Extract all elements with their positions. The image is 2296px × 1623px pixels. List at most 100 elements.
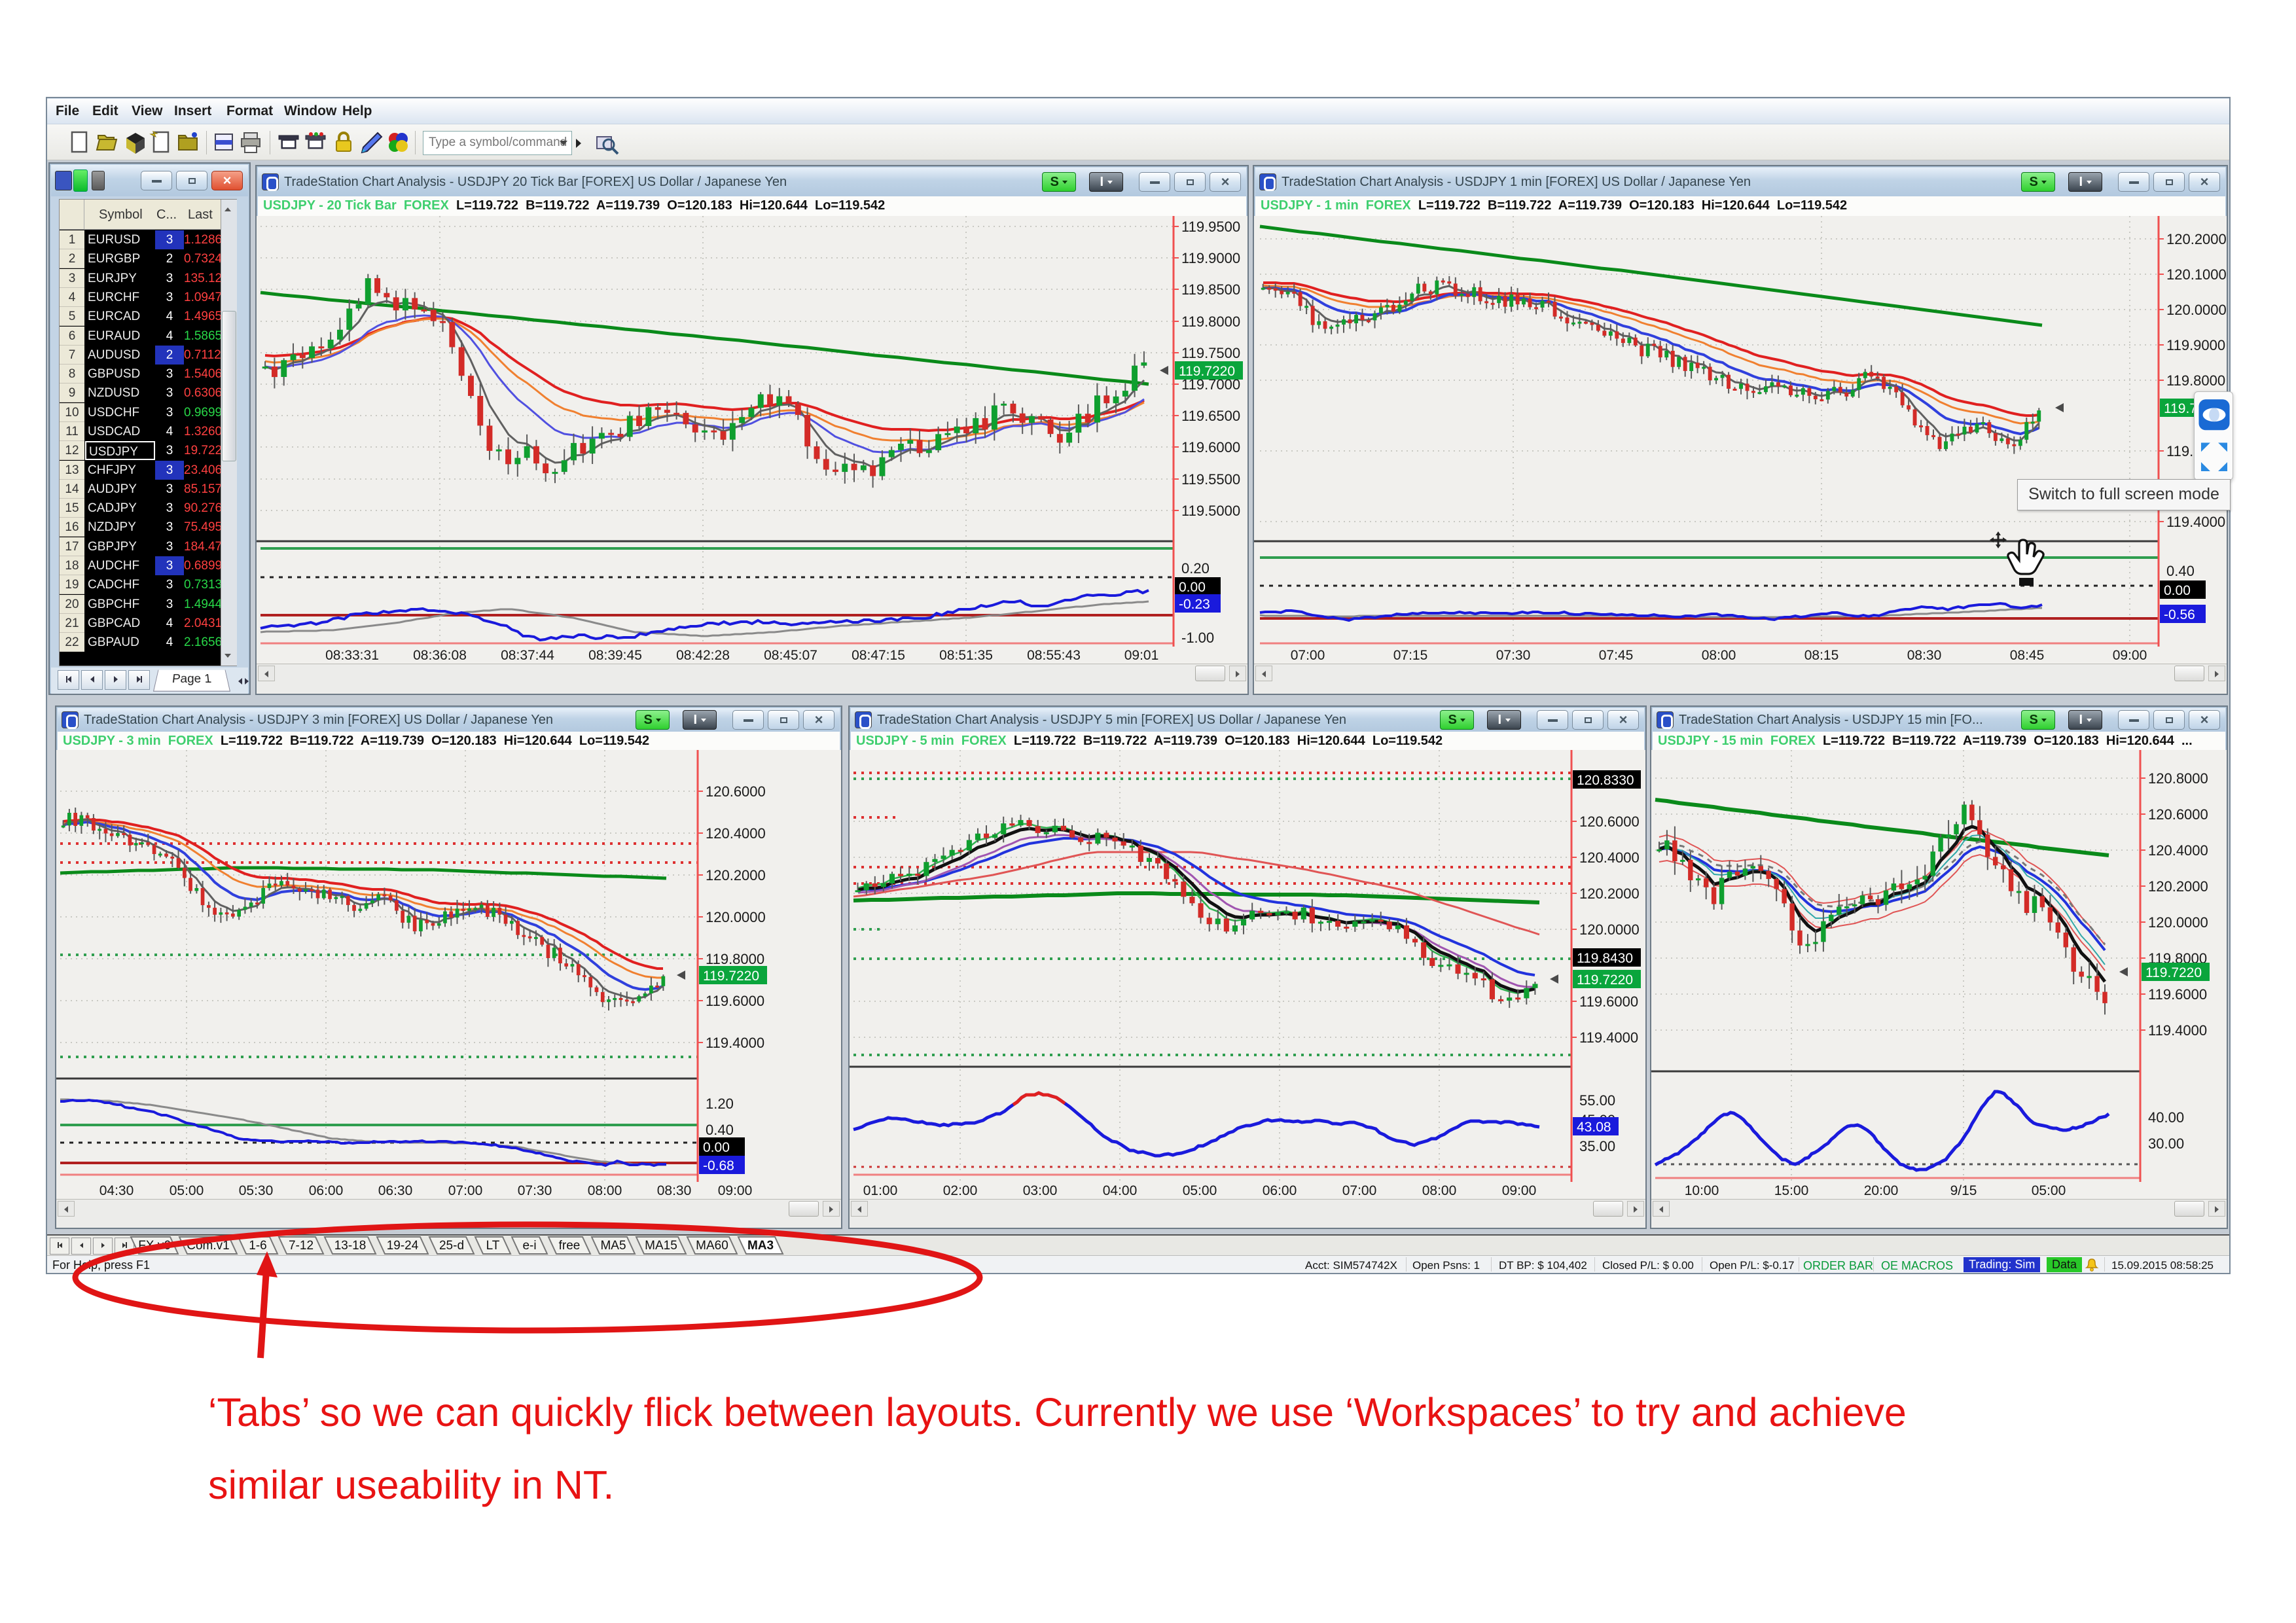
svg-text:free: free — [559, 1239, 581, 1253]
svg-text:07:30: 07:30 — [1496, 648, 1531, 663]
svg-text:119.6000: 119.6000 — [1181, 439, 1240, 455]
svg-text:0.00: 0.00 — [2164, 583, 2191, 598]
svg-text:09:00: 09:00 — [2113, 648, 2147, 663]
svg-text:05:00: 05:00 — [170, 1183, 204, 1198]
svg-text:MA60: MA60 — [696, 1239, 728, 1253]
svg-text:20:00: 20:00 — [1864, 1183, 1899, 1198]
svg-text:120.8000: 120.8000 — [2148, 770, 2208, 787]
svg-text:09:00: 09:00 — [718, 1183, 753, 1198]
svg-text:-0.56: -0.56 — [2164, 607, 2195, 622]
svg-text:19-24: 19-24 — [387, 1239, 419, 1253]
svg-text:-0.68: -0.68 — [703, 1158, 734, 1173]
svg-text:08:33:31: 08:33:31 — [325, 648, 379, 663]
svg-text:08:39:45: 08:39:45 — [588, 648, 642, 663]
svg-text:120.4000: 120.4000 — [2148, 842, 2208, 859]
svg-text:119.8430: 119.8430 — [1577, 951, 1633, 966]
svg-text:120.2000: 120.2000 — [706, 867, 766, 883]
svg-text:119.8500: 119.8500 — [1181, 281, 1240, 298]
svg-text:0.40: 0.40 — [2166, 563, 2195, 579]
svg-text:120.6000: 120.6000 — [1579, 813, 1640, 830]
svg-text:0.00: 0.00 — [1179, 580, 1206, 595]
svg-text:0.00: 0.00 — [703, 1140, 730, 1155]
svg-text:-0.23: -0.23 — [1179, 597, 1210, 612]
svg-text:06:30: 06:30 — [378, 1183, 413, 1198]
svg-text:08:42:28: 08:42:28 — [676, 648, 730, 663]
svg-text:08:47:15: 08:47:15 — [852, 648, 905, 663]
svg-text:09:00: 09:00 — [1502, 1183, 1537, 1198]
svg-text:LT: LT — [486, 1239, 500, 1253]
svg-text:40.00: 40.00 — [2148, 1109, 2184, 1126]
svg-text:119.9000: 119.9000 — [2166, 337, 2225, 353]
svg-text:e-i: e-i — [522, 1239, 536, 1253]
svg-text:1-6: 1-6 — [249, 1239, 266, 1253]
svg-text:9/15: 9/15 — [1950, 1183, 1977, 1198]
svg-text:04:00: 04:00 — [1103, 1183, 1138, 1198]
svg-text:119.7220: 119.7220 — [2145, 965, 2202, 980]
svg-text:08:30: 08:30 — [1907, 648, 1942, 663]
svg-text:43.08: 43.08 — [1577, 1120, 1611, 1135]
svg-text:08:36:08: 08:36:08 — [413, 648, 467, 663]
svg-text:119.6000: 119.6000 — [2148, 986, 2207, 1003]
svg-text:120.0000: 120.0000 — [706, 909, 766, 925]
svg-text:MA15: MA15 — [645, 1239, 677, 1253]
svg-text:119.9500: 119.9500 — [1181, 219, 1240, 235]
svg-text:02:00: 02:00 — [943, 1183, 978, 1198]
svg-text:119.4000: 119.4000 — [1579, 1029, 1638, 1046]
svg-text:15:00: 15:00 — [1774, 1183, 1809, 1198]
svg-text:119.7220: 119.7220 — [1577, 972, 1633, 988]
svg-text:13-18: 13-18 — [334, 1239, 367, 1253]
svg-text:119.8000: 119.8000 — [706, 951, 764, 967]
svg-text:05:00: 05:00 — [2032, 1183, 2066, 1198]
svg-text:08:00: 08:00 — [1422, 1183, 1457, 1198]
svg-text:06:00: 06:00 — [1263, 1183, 1297, 1198]
svg-text:-1.00: -1.00 — [1181, 630, 1214, 646]
svg-text:07:15: 07:15 — [1393, 648, 1428, 663]
svg-text:08:55:43: 08:55:43 — [1027, 648, 1081, 663]
svg-text:119.8000: 119.8000 — [2166, 372, 2225, 389]
svg-text:1.20: 1.20 — [706, 1096, 734, 1112]
svg-text:05:30: 05:30 — [239, 1183, 274, 1198]
svg-text:04:30: 04:30 — [99, 1183, 134, 1198]
svg-text:120.0000: 120.0000 — [1579, 921, 1640, 938]
svg-text:07:45: 07:45 — [1599, 648, 1634, 663]
svg-text:FX.v6: FX.v6 — [138, 1239, 171, 1253]
svg-text:01:00: 01:00 — [863, 1183, 898, 1198]
svg-text:Com.v1: Com.v1 — [187, 1239, 229, 1253]
svg-text:120.6000: 120.6000 — [2148, 806, 2208, 823]
svg-text:119.6500: 119.6500 — [1181, 408, 1240, 424]
svg-text:120.2000: 120.2000 — [1579, 885, 1640, 902]
svg-text:7-12: 7-12 — [289, 1239, 314, 1253]
svg-text:119.5500: 119.5500 — [1181, 471, 1240, 488]
svg-text:07:00: 07:00 — [1342, 1183, 1377, 1198]
svg-text:120.2000: 120.2000 — [2166, 231, 2227, 247]
svg-text:120.6000: 120.6000 — [706, 783, 766, 800]
svg-text:119.7220: 119.7220 — [703, 969, 759, 984]
svg-text:07:00: 07:00 — [1291, 648, 1325, 663]
svg-text:120.1000: 120.1000 — [2166, 266, 2227, 283]
svg-text:55.00: 55.00 — [1579, 1092, 1615, 1109]
svg-text:119.6000: 119.6000 — [1579, 993, 1638, 1010]
svg-text:120.2000: 120.2000 — [2148, 878, 2208, 895]
svg-text:120.0000: 120.0000 — [2148, 914, 2208, 931]
svg-text:119.8000: 119.8000 — [1181, 313, 1240, 330]
svg-text:06:00: 06:00 — [309, 1183, 344, 1198]
svg-text:09:01: 09:01 — [1124, 648, 1159, 663]
svg-text:0.40: 0.40 — [706, 1122, 734, 1138]
svg-text:MA5: MA5 — [600, 1239, 626, 1253]
svg-text:25-d: 25-d — [439, 1239, 464, 1253]
svg-text:120.0000: 120.0000 — [2166, 302, 2227, 318]
svg-text:119.4000: 119.4000 — [2166, 514, 2225, 530]
svg-text:08:15: 08:15 — [1804, 648, 1839, 663]
svg-text:30.00: 30.00 — [2148, 1135, 2184, 1152]
svg-text:0.20: 0.20 — [1181, 560, 1210, 577]
svg-text:08:45: 08:45 — [2010, 648, 2045, 663]
svg-text:120.4000: 120.4000 — [1579, 849, 1640, 866]
svg-text:07:30: 07:30 — [518, 1183, 552, 1198]
svg-text:08:45:07: 08:45:07 — [764, 648, 817, 663]
svg-text:08:37:44: 08:37:44 — [501, 648, 554, 663]
svg-text:08:30: 08:30 — [657, 1183, 692, 1198]
svg-text:MA3: MA3 — [747, 1239, 774, 1253]
svg-text:120.4000: 120.4000 — [706, 825, 766, 842]
svg-text:10:00: 10:00 — [1685, 1183, 1719, 1198]
svg-text:119.9000: 119.9000 — [1181, 250, 1240, 266]
